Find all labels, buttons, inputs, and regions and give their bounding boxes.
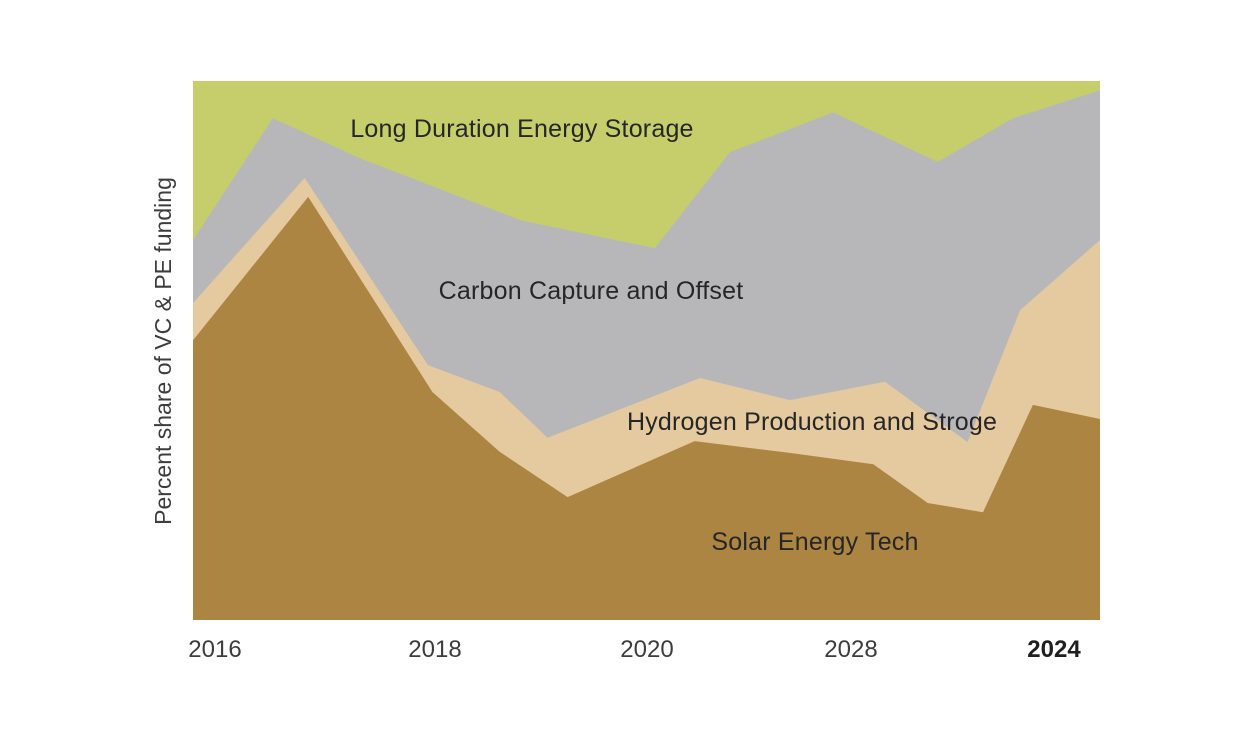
area-label-long-duration-energy-storage: Long Duration Energy Storage [350,115,694,143]
x-tick: 2024 [1027,636,1081,663]
area-label-solar-energy-tech: Solar Energy Tech [711,528,919,556]
x-tick: 2020 [620,636,674,663]
area-label-carbon-capture-and-offset: Carbon Capture and Offset [438,277,744,305]
x-tick: 2016 [188,636,242,663]
area-solar-energy-tech [193,196,1100,620]
y-axis-label: Percent share of VC & PE funding [150,177,176,525]
area-label-hydrogen-production-and-stroge: Hydrogen Production and Stroge [626,408,998,436]
x-tick: 2018 [408,636,462,663]
x-tick: 2028 [824,636,878,663]
